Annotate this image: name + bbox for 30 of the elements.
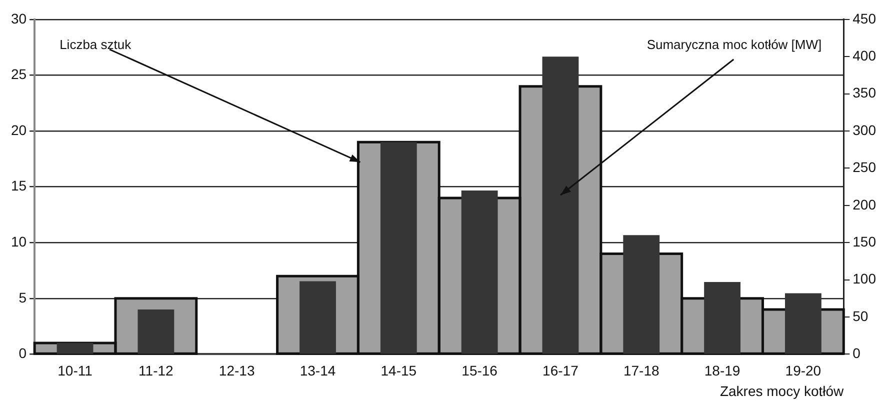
y-tick-label: 0 (18, 345, 27, 362)
x-tick-label: 10-11 (58, 362, 93, 378)
y2-tick-label: 350 (852, 84, 876, 101)
x-tick-label: 17-18 (623, 362, 660, 378)
y2-tick-label: 300 (852, 122, 876, 138)
x-tick-label: 18-19 (704, 362, 740, 378)
text: Sumaryczna moc kotłów [MW] (646, 36, 822, 52)
x-tick-label: 14-15 (380, 362, 417, 378)
x-axis-title: Zakres mocy kotłów (720, 382, 845, 399)
x-tick-label: 12-13 (218, 362, 255, 378)
y2-tick-label: 400 (852, 47, 876, 64)
y2-tick-label: 0 (852, 345, 861, 362)
y2-tick-label: 250 (852, 159, 876, 176)
y-tick-label: 30 (10, 10, 27, 26)
y-tick-label: 20 (10, 122, 27, 138)
y-tick-label: 25 (10, 66, 27, 82)
y2-tick-label: 150 (852, 233, 876, 250)
y2-tick-label: 50 (852, 308, 868, 324)
x-tick-label: 16-17 (542, 362, 579, 378)
y-tick-label: 15 (10, 178, 27, 194)
y2-tick-label: 450 (852, 10, 876, 26)
x-tick-label: 11-12 (138, 362, 174, 378)
y2-tick-label: 200 (852, 196, 876, 212)
x-tick-label: 13-14 (300, 362, 336, 378)
text: Liczba sztuk (60, 36, 132, 52)
y-tick-label: 5 (18, 289, 27, 306)
y2-tick-label: 100 (852, 270, 876, 287)
x-tick-label: 15-16 (462, 362, 498, 378)
x-tick-label: 19-20 (785, 362, 822, 378)
y-tick-label: 10 (10, 233, 27, 250)
